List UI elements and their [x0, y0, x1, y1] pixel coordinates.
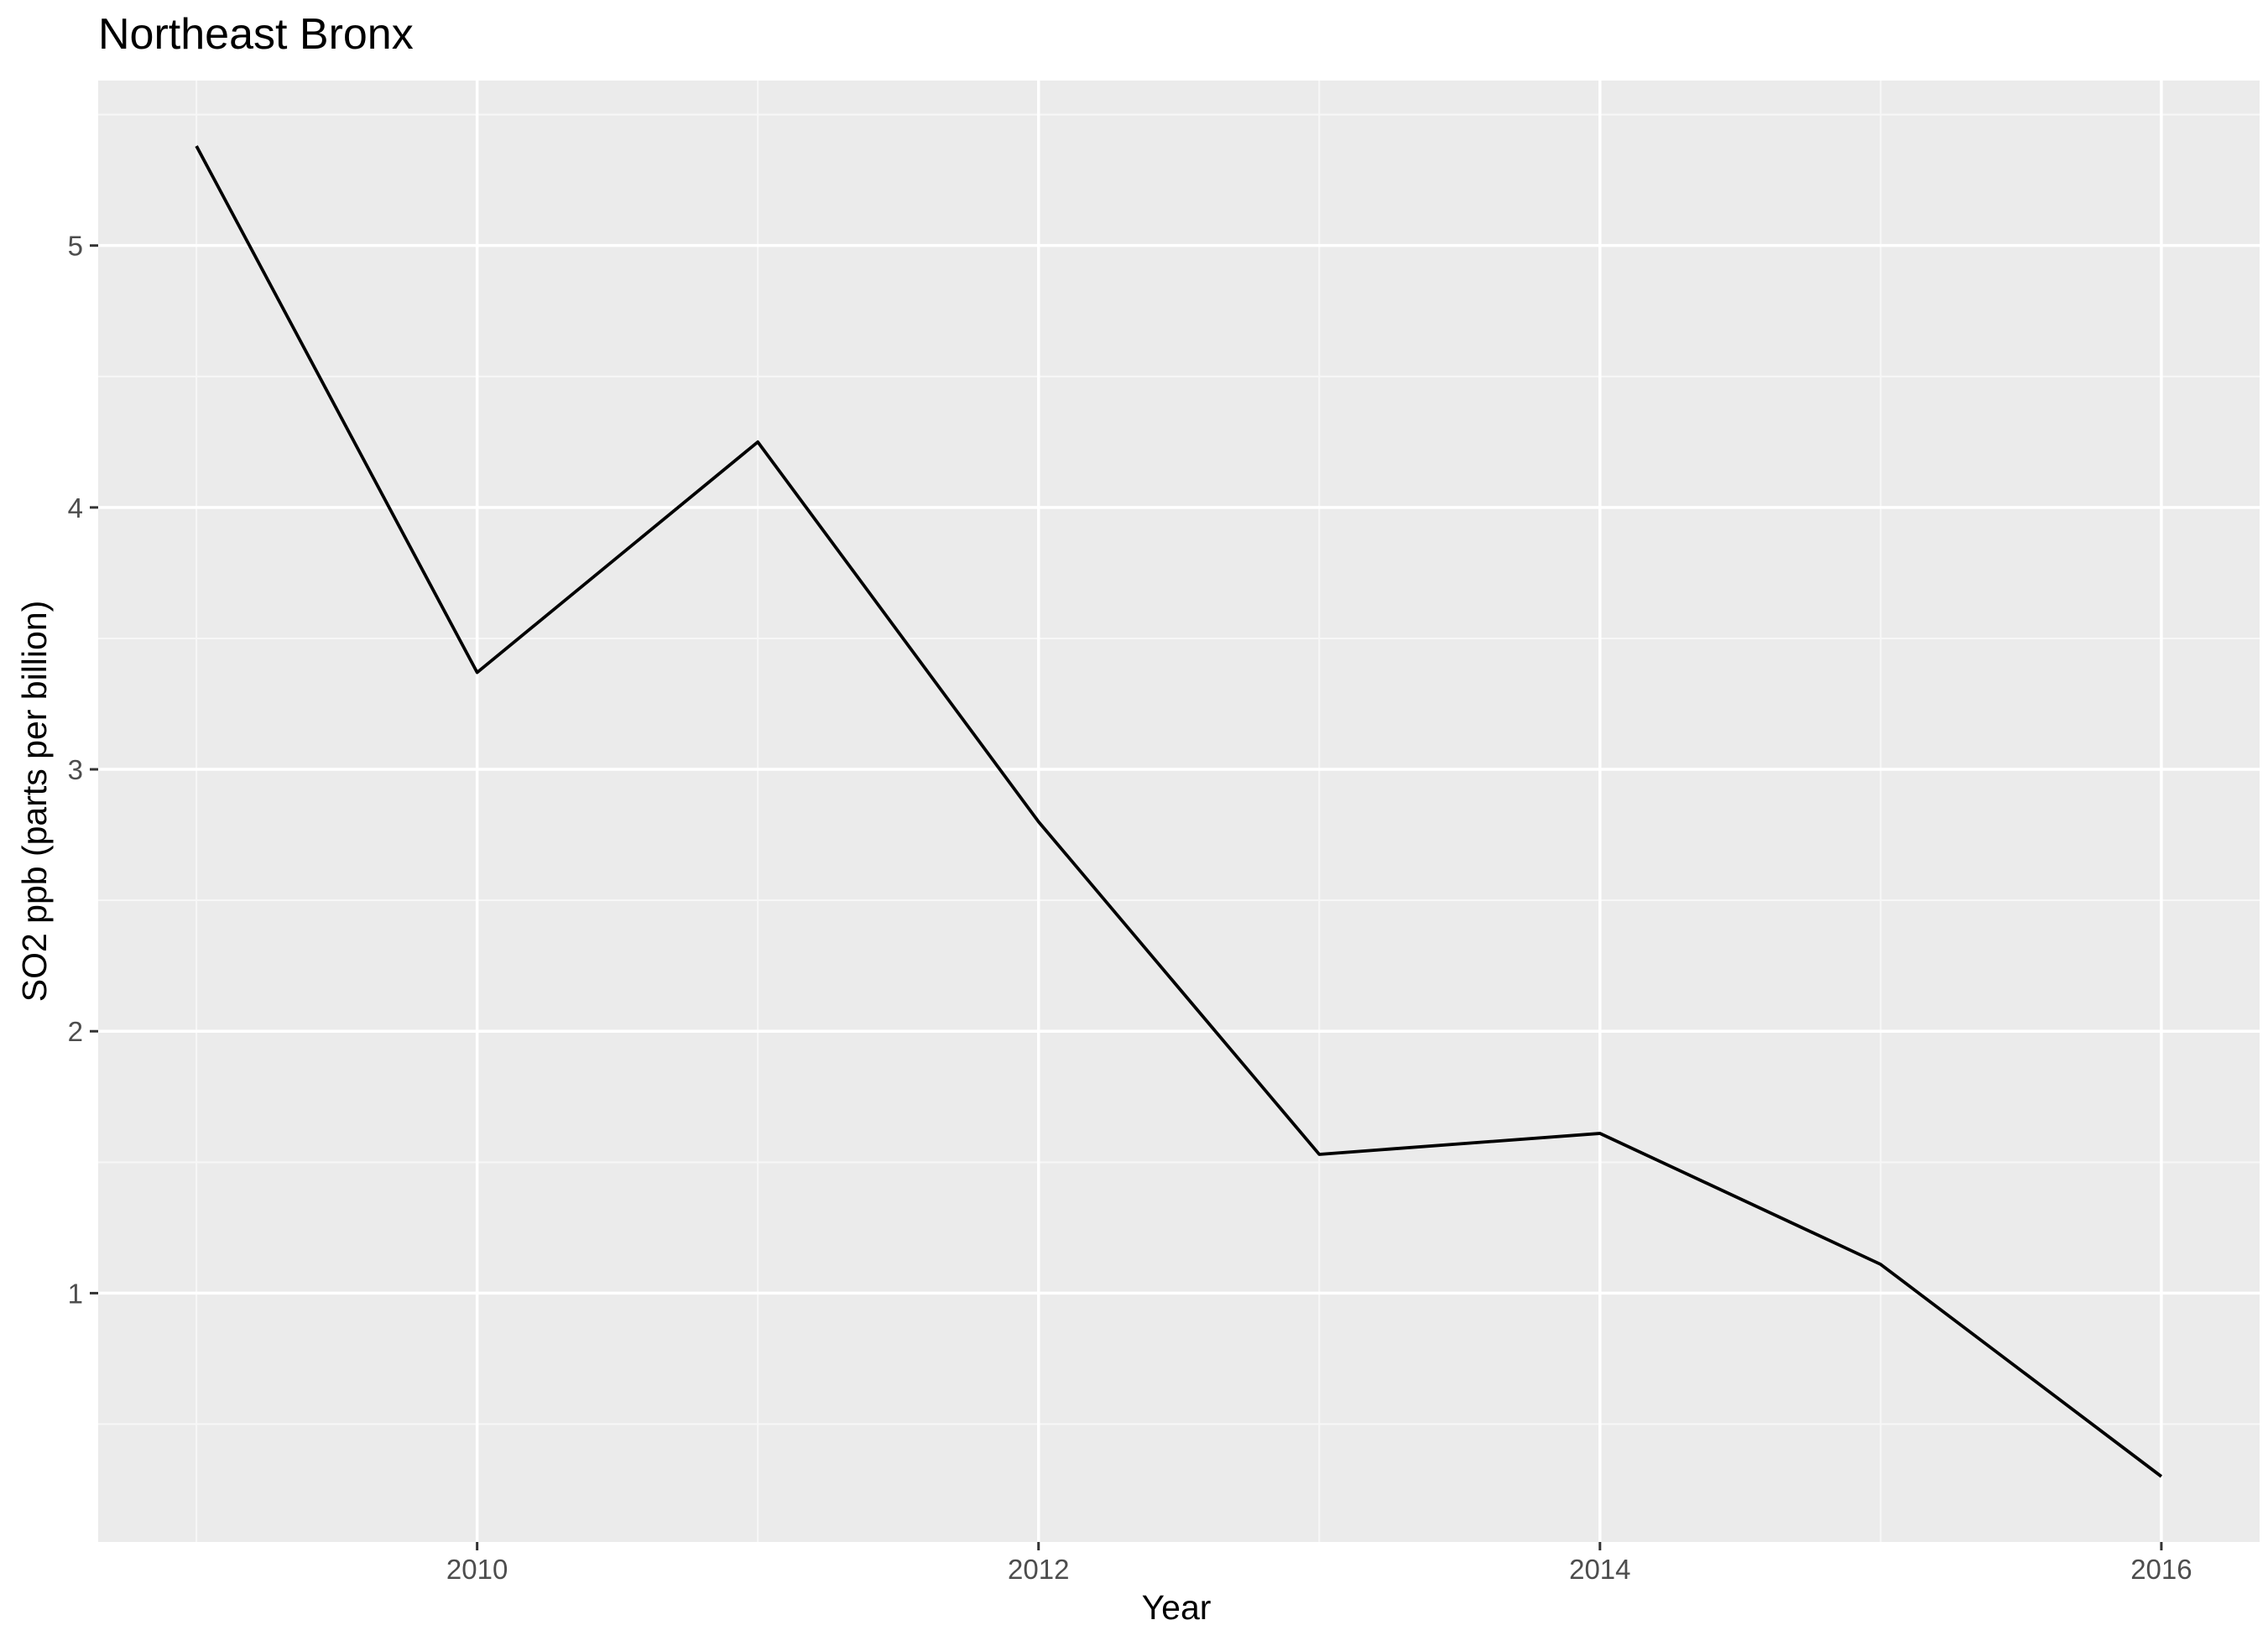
y-axis-title: SO2 ppb (parts per billion): [15, 601, 54, 1003]
y-tick-label: 4: [68, 492, 83, 523]
y-tick-label: 1: [68, 1278, 83, 1309]
y-tick-label: 2: [68, 1016, 83, 1047]
series-layer: [195, 145, 2163, 1478]
x-tick-label: 2014: [1569, 1554, 1630, 1585]
minor-gridlines: [98, 81, 2260, 1542]
plot-panel: [98, 81, 2260, 1542]
major-gridlines: [98, 81, 2260, 1542]
series-line: [195, 145, 2163, 1478]
y-axis: 1 2 3 4 5: [68, 231, 98, 1309]
x-axis: 2010 2012 2014 2016: [446, 1542, 2192, 1585]
y-tick-label: 5: [68, 231, 83, 262]
chart-title: Northeast Bronx: [98, 10, 414, 59]
x-tick-label: 2016: [2130, 1554, 2192, 1585]
x-axis-title: Year: [1142, 1588, 1212, 1627]
y-tick-label: 3: [68, 754, 83, 785]
x-tick-label: 2010: [446, 1554, 508, 1585]
x-tick-label: 2012: [1008, 1554, 1069, 1585]
